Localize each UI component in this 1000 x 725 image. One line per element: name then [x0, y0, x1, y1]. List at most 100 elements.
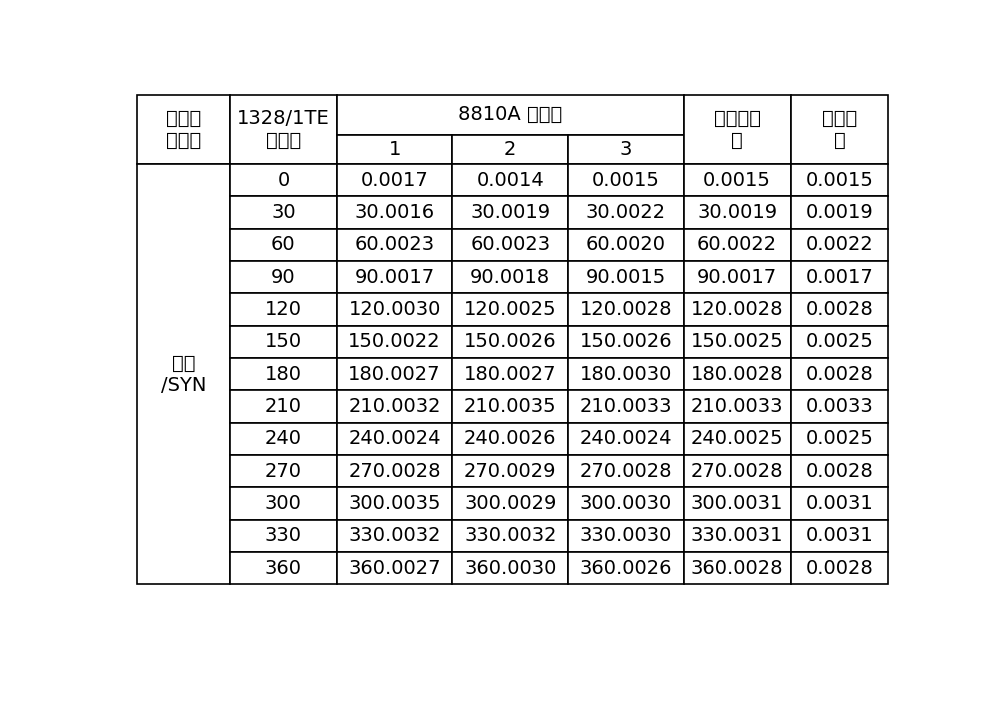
Text: 300.0031: 300.0031 [691, 494, 783, 513]
Bar [452, 294, 568, 326]
Bar [684, 261, 791, 294]
Bar [791, 552, 888, 584]
Bar [791, 261, 888, 294]
Text: 300.0029: 300.0029 [464, 494, 556, 513]
Text: 270: 270 [265, 462, 302, 481]
Bar [684, 164, 791, 196]
Text: 60.0023: 60.0023 [355, 236, 435, 254]
Bar [230, 95, 337, 164]
Text: 0.0015: 0.0015 [806, 170, 873, 190]
Bar [337, 358, 452, 390]
Bar [568, 423, 684, 455]
Bar [791, 487, 888, 520]
Text: 120.0028: 120.0028 [691, 300, 783, 319]
Bar [684, 95, 791, 164]
Bar [452, 423, 568, 455]
Text: 0.0025: 0.0025 [806, 429, 873, 448]
Text: 180.0028: 180.0028 [691, 365, 783, 384]
Bar [452, 358, 568, 390]
Text: 120.0025: 120.0025 [464, 300, 557, 319]
Bar [452, 487, 568, 520]
Bar [791, 326, 888, 358]
Text: 150.0026: 150.0026 [580, 332, 672, 352]
Bar [568, 261, 684, 294]
Bar [337, 390, 452, 423]
Bar [568, 358, 684, 390]
Text: 270.0028: 270.0028 [580, 462, 672, 481]
Bar [791, 228, 888, 261]
Bar [230, 390, 337, 423]
Bar [137, 95, 230, 164]
Bar [337, 520, 452, 552]
Text: 210: 210 [265, 397, 302, 416]
Bar [452, 228, 568, 261]
Bar [230, 552, 337, 584]
Text: 240.0024: 240.0024 [348, 429, 441, 448]
Text: 0.0028: 0.0028 [806, 365, 873, 384]
Text: 180: 180 [265, 365, 302, 384]
Text: 360.0030: 360.0030 [464, 559, 556, 578]
Bar [337, 455, 452, 487]
Text: 360: 360 [265, 559, 302, 578]
Bar [568, 552, 684, 584]
Text: 60.0023: 60.0023 [470, 236, 550, 254]
Bar [791, 95, 888, 164]
Text: 150.0026: 150.0026 [464, 332, 557, 352]
Bar [452, 196, 568, 228]
Bar [137, 164, 230, 584]
Bar [568, 294, 684, 326]
Bar [568, 196, 684, 228]
Bar [337, 294, 452, 326]
Bar [791, 390, 888, 423]
Bar [568, 135, 684, 164]
Text: 210.0032: 210.0032 [348, 397, 441, 416]
Bar [337, 487, 452, 520]
Bar [452, 390, 568, 423]
Text: 0.0017: 0.0017 [361, 170, 428, 190]
Text: 360.0026: 360.0026 [580, 559, 672, 578]
Bar [568, 487, 684, 520]
Bar [791, 455, 888, 487]
Text: 30.0019: 30.0019 [470, 203, 550, 222]
Text: 330.0030: 330.0030 [580, 526, 672, 545]
Bar [568, 520, 684, 552]
Bar [337, 135, 452, 164]
Bar [791, 423, 888, 455]
Text: 210.0033: 210.0033 [580, 397, 672, 416]
Bar [230, 487, 337, 520]
Bar [684, 487, 791, 520]
Bar [684, 326, 791, 358]
Text: 240.0025: 240.0025 [691, 429, 783, 448]
Bar [452, 164, 568, 196]
Text: 330.0031: 330.0031 [691, 526, 783, 545]
Bar [230, 326, 337, 358]
Text: 0.0028: 0.0028 [806, 300, 873, 319]
Bar [230, 196, 337, 228]
Bar [684, 228, 791, 261]
Bar [230, 358, 337, 390]
Bar [230, 455, 337, 487]
Text: 0.0033: 0.0033 [806, 397, 873, 416]
Bar [791, 294, 888, 326]
Text: 0.0028: 0.0028 [806, 559, 873, 578]
Bar [452, 135, 568, 164]
Text: 120.0030: 120.0030 [348, 300, 441, 319]
Bar [337, 95, 684, 135]
Bar [230, 294, 337, 326]
Bar [337, 423, 452, 455]
Bar [230, 423, 337, 455]
Bar [684, 520, 791, 552]
Bar [684, 196, 791, 228]
Text: 0.0031: 0.0031 [806, 494, 873, 513]
Bar [684, 390, 791, 423]
Text: 0.0019: 0.0019 [806, 203, 873, 222]
Text: 0.0015: 0.0015 [592, 170, 660, 190]
Text: 270.0028: 270.0028 [691, 462, 783, 481]
Text: 90: 90 [271, 268, 296, 286]
Text: 60.0022: 60.0022 [697, 236, 777, 254]
Text: 180.0027: 180.0027 [464, 365, 557, 384]
Bar [230, 261, 337, 294]
Text: 0.0028: 0.0028 [806, 462, 873, 481]
Text: 2: 2 [504, 140, 516, 159]
Bar [791, 196, 888, 228]
